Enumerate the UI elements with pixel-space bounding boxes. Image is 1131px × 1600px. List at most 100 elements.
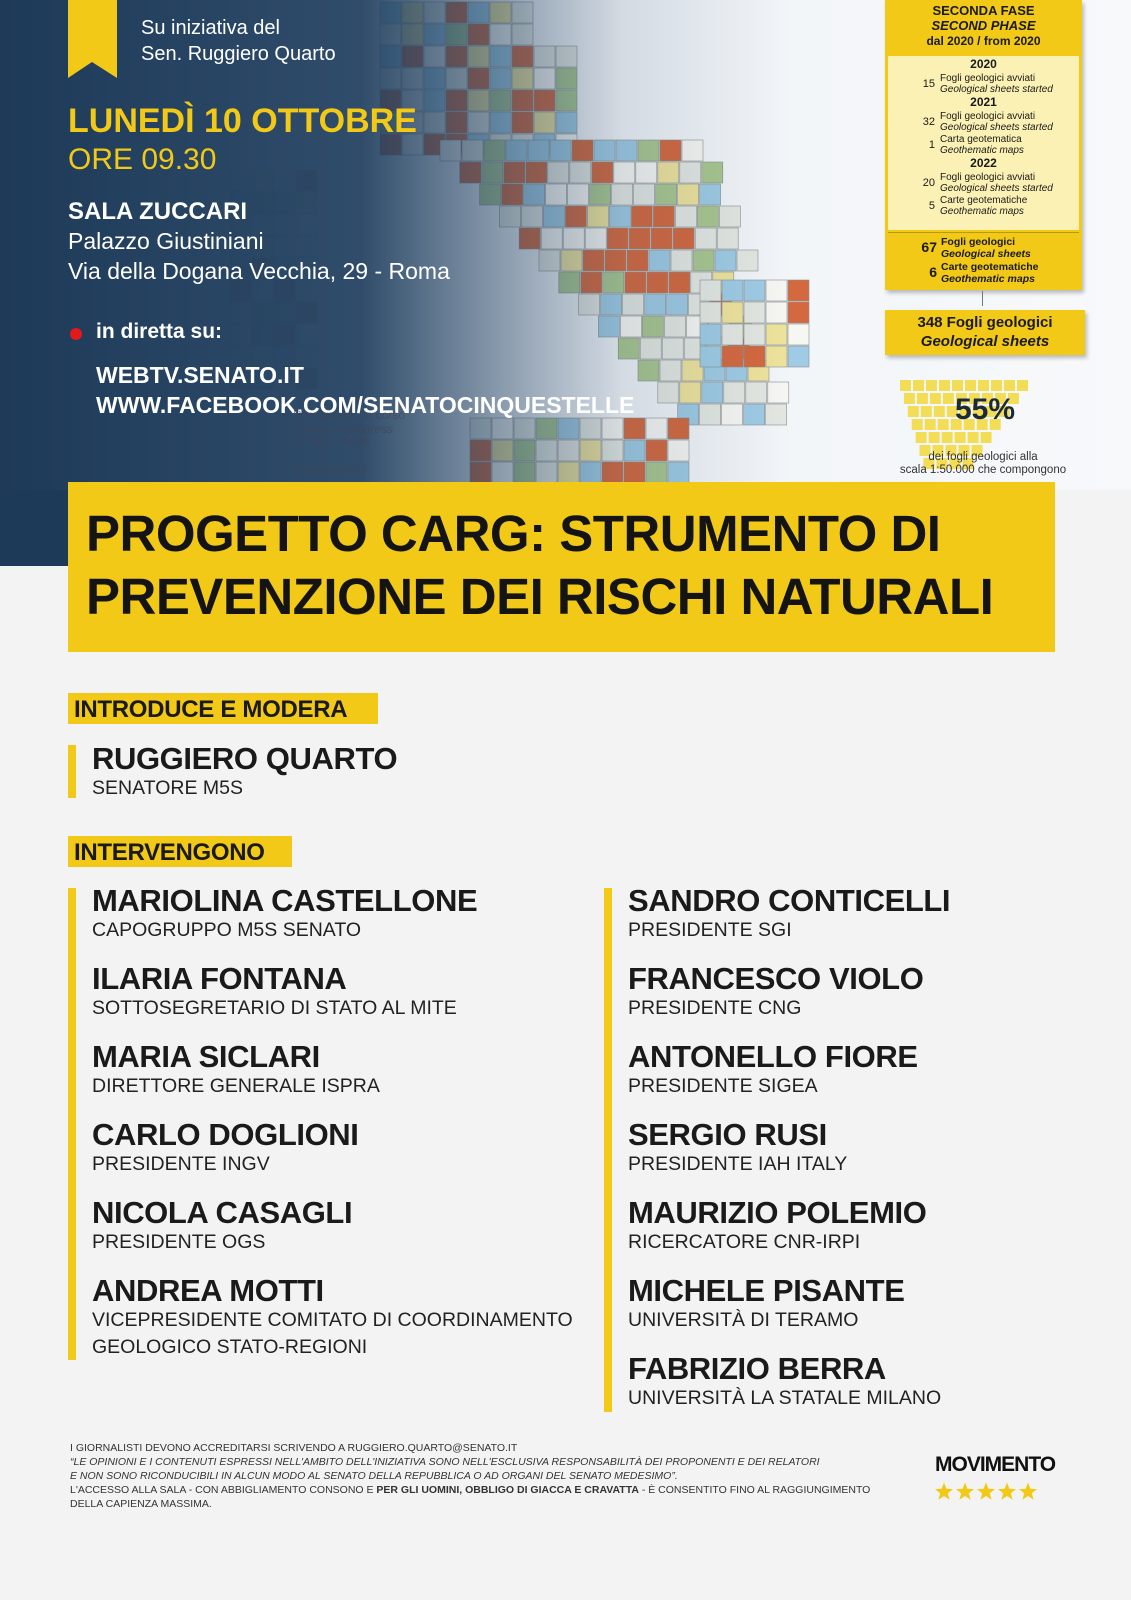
speaker-role: RICERCATORE CNR-IRPI	[628, 1231, 861, 1253]
infobox-year: 2022	[970, 156, 997, 170]
section-label-bg	[68, 693, 378, 724]
speaker-role: PRESIDENTE IAH ITALY	[628, 1153, 848, 1175]
title-banner	[68, 482, 1055, 652]
speaker-role: VICEPRESIDENTE COMITATO DI COORDINAMENTO	[92, 1309, 573, 1331]
venue: Via della Dogana Vecchia, 29 - Roma	[68, 258, 450, 284]
infobox-item-en: Geothematic maps	[940, 145, 1024, 156]
speaker-name: FABRIZIO BERRA	[628, 1351, 886, 1386]
speaker-name: FRANCESCO VIOLO	[628, 961, 924, 996]
speaker-role: PRESIDENTE INGV	[92, 1153, 270, 1175]
speaker-role: CAPOGRUPPO M5S SENATO	[92, 919, 362, 941]
total-item-en: Geological sheets	[941, 248, 1031, 260]
map-legend: 47 fogli / sheets	[293, 436, 371, 448]
live-label: in diretta su:	[96, 320, 223, 343]
accent-bar	[68, 745, 76, 798]
title: PROGETTO CARG: STRUMENTO DI	[86, 505, 941, 562]
live-dot	[70, 328, 82, 340]
total-count: 67	[921, 239, 937, 255]
footer-text: “LE OPINIONI E I CONTENUTI ESPRESSI NELL…	[70, 1456, 820, 1468]
speaker-name: NICOLA CASAGLI	[92, 1195, 353, 1230]
map-legend: Survey in progress	[293, 422, 394, 436]
panel-edge	[0, 490, 68, 566]
infobox-count: 1	[928, 139, 935, 151]
footer-text: I GIORNALISTI DEVONO ACCREDITARSI SCRIVE…	[70, 1442, 518, 1454]
footer-access-part: L'ACCESSO ALLA SALA - CON ABBIGLIAMENTO …	[70, 1484, 377, 1496]
footer-text: E NON SONO RICONDUCIBILI IN ALCUN MODO A…	[70, 1470, 678, 1482]
percent-note: scala 1:50.000 che compongono	[899, 464, 1067, 476]
infobox-count: 15	[922, 78, 935, 90]
summary: Geological sheets	[920, 333, 1050, 350]
infobox-title: SECONDA FASE	[932, 3, 1035, 18]
infobox-title: SECOND PHASE	[931, 18, 1036, 33]
infobox-year: 2021	[970, 95, 997, 109]
percent-note: dei fogli geologici alla	[928, 451, 1038, 463]
summary: 348 Fogli geologici	[917, 314, 1053, 331]
initiative: Su iniziativa del	[141, 17, 280, 39]
speaker-role: PRESIDENTE OGS	[92, 1231, 266, 1253]
speaker-name: MAURIZIO POLEMIO	[628, 1195, 927, 1230]
footer-access: L'ACCESSO ALLA SALA - CON ABBIGLIAMENTO …	[70, 1484, 870, 1496]
speaker-role: GEOLOGICO STATO-REGIONI	[92, 1336, 368, 1358]
speaker-name: SANDRO CONTICELLI	[628, 883, 951, 918]
speaker-role: SOTTOSEGRETARIO DI STATO AL MITE	[92, 997, 457, 1019]
star	[998, 1482, 1016, 1500]
speaker-name: SERGIO RUSI	[628, 1117, 827, 1152]
logo: MOVIMENTO	[935, 1453, 1056, 1476]
title: PREVENZIONE DEI RISCHI NATURALI	[86, 568, 994, 625]
infobox-count: 32	[922, 116, 935, 128]
venue: SALA ZUCCARI	[68, 198, 248, 225]
initiative: Sen. Ruggiero Quarto	[141, 43, 336, 65]
link: WEBTV.SENATO.IT	[96, 362, 304, 388]
speaker-name: RUGGIERO QUARTO	[92, 741, 398, 776]
speaker-name: MICHELE PISANTE	[628, 1273, 905, 1308]
speaker-role: DIRETTORE GENERALE ISPRA	[92, 1075, 380, 1097]
infobox-title: dal 2020 / from 2020	[926, 34, 1041, 48]
infobox-item: Fogli geologici avviati	[940, 172, 1036, 183]
link: WWW.FACEBOOK.COM/SENATOCINQUESTELLE	[96, 392, 635, 418]
infobox-divider	[888, 232, 1079, 233]
footer-access-part: PER GLI UOMINI, OBBLIGO DI GIACCA E CRAV…	[376, 1484, 639, 1496]
total-item: Fogli geologici	[941, 236, 1016, 248]
speaker-role: UNIVERSITÀ LA STATALE MILANO	[628, 1387, 942, 1409]
accent-bar	[604, 888, 612, 1412]
footer-access-part: - È CONSENTITO FINO AL RAGGIUNGIMENTO	[638, 1484, 871, 1496]
total-item: Carte geotematiche	[941, 261, 1039, 273]
summary-bg	[885, 310, 1085, 355]
infobox-count: 5	[928, 200, 935, 212]
speaker-role: UNIVERSITÀ DI TERAMO	[628, 1309, 859, 1331]
infobox-item: Carta geotematica	[940, 134, 1022, 145]
section-label-bg	[68, 836, 292, 867]
infobox-item-en: Geological sheets started	[940, 122, 1053, 133]
map-legend: Foglio avviato	[293, 462, 368, 476]
infobox-item: Fogli geologici avviati	[940, 111, 1036, 122]
speaker-role: PRESIDENTE CNG	[628, 997, 802, 1019]
event-time: ORE 09.30	[68, 143, 217, 176]
section-label: INTRODUCE E MODERA	[74, 696, 348, 723]
speaker-role: PRESIDENTE SIGEA	[628, 1075, 818, 1097]
star	[977, 1482, 995, 1500]
accent-bar	[68, 888, 76, 1360]
connector	[982, 291, 983, 306]
event-date: LUNEDÌ 10 OTTOBRE	[68, 102, 417, 140]
infobox-item-en: Geothematic maps	[940, 206, 1024, 217]
infobox-year: 2020	[970, 57, 997, 71]
infobox-rows	[888, 56, 1079, 230]
star	[935, 1482, 953, 1500]
infobox-count: 20	[922, 177, 935, 189]
speaker-name: ANTONELLO FIORE	[628, 1039, 918, 1074]
speaker-name: MARIA SICLARI	[92, 1039, 320, 1074]
total-count: 6	[929, 264, 937, 280]
percent: 55%	[954, 393, 1016, 426]
section-label: INTERVENGONO	[74, 839, 265, 866]
speaker-role: SENATORE M5S	[92, 777, 243, 799]
map-legend: Rilevamento in corso	[293, 408, 406, 422]
logo-stars	[935, 1482, 1037, 1500]
bookmark	[68, 0, 117, 78]
speaker-name: CARLO DOGLIONI	[92, 1117, 359, 1152]
infobox-item-en: Geological sheets started	[940, 183, 1053, 194]
speaker-name: MARIOLINA CASTELLONE	[92, 883, 478, 918]
speaker-role: PRESIDENTE SGI	[628, 919, 792, 941]
star	[956, 1482, 974, 1500]
infobox-item: Carte geotematiche	[940, 195, 1028, 206]
